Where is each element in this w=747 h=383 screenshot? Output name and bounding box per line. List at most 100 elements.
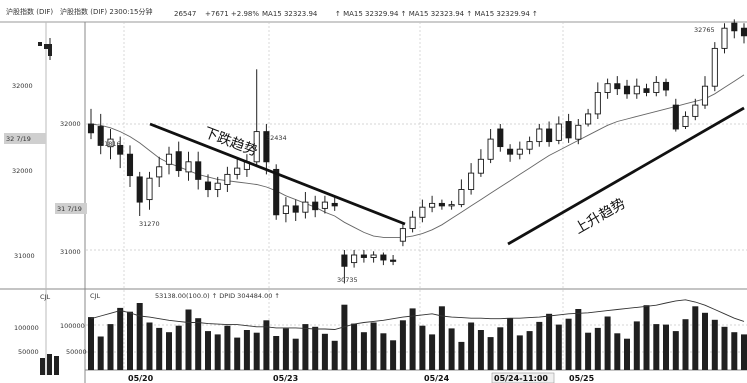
volume-bar: [556, 325, 562, 370]
volume-bar: [634, 321, 640, 370]
candle-down: [332, 203, 337, 206]
candle-down: [391, 260, 396, 261]
candle-up: [371, 255, 376, 258]
volume-bar: [371, 323, 377, 371]
candle-up: [430, 203, 435, 207]
candle-down: [644, 89, 649, 93]
volume-bar: [186, 310, 192, 371]
price-box-2-text: 31 7/19: [57, 205, 82, 213]
vol-tick-2: 50000: [18, 348, 39, 356]
candle-down: [274, 169, 279, 214]
candle-up: [488, 139, 493, 159]
candle-down: [615, 84, 620, 89]
volume-bar: [332, 341, 338, 370]
volume-bar: [88, 317, 94, 370]
price-annotation-31270: 31270: [139, 220, 160, 228]
candle-down: [205, 182, 210, 190]
candle-up: [147, 178, 152, 199]
candle-up: [722, 28, 727, 48]
volume-bar: [166, 332, 172, 370]
volume-bar: [546, 314, 552, 370]
date-label-4: 05/24-11:00: [494, 374, 548, 383]
cjl-label: CJL: [90, 292, 100, 300]
candle-up: [410, 217, 415, 228]
volume-bar: [293, 339, 299, 370]
price-annotation-32765: 32765: [694, 26, 715, 34]
candle-down: [663, 82, 668, 90]
volume-info: 53138.00(100.0) ↑ DPID 304484.00 ↑: [155, 292, 280, 300]
candle-up: [459, 190, 464, 205]
volume-bar: [234, 338, 240, 370]
candle-down: [342, 255, 347, 266]
candle-up: [166, 154, 171, 164]
candle-up: [352, 255, 357, 263]
volume-bar: [605, 317, 611, 371]
candle-up: [215, 183, 220, 189]
candle-up: [225, 174, 230, 184]
candle-down: [313, 202, 318, 210]
candle-up: [702, 86, 707, 105]
date-label-5: 05/25: [569, 374, 595, 383]
volume-bar: [507, 318, 513, 370]
candle-up: [478, 159, 483, 173]
candle-up: [595, 93, 600, 114]
volume-bar: [312, 327, 318, 370]
candle-up: [654, 82, 659, 92]
volume-bar: [224, 326, 230, 370]
header-ma-extra: ↑ MA15 32329.94 ↑ MA15 32323.94 ↑ MA15 3…: [335, 10, 538, 18]
mini-vol-bar: [47, 354, 52, 375]
volume-bar: [702, 313, 708, 370]
volume-bar: [400, 320, 406, 370]
candle-down: [508, 149, 513, 154]
candle-up: [537, 129, 542, 142]
candle-up: [235, 168, 240, 174]
vol-tick-inner-1: 100000: [60, 322, 85, 330]
volume-bar: [127, 312, 133, 370]
candle-up: [586, 114, 591, 124]
volume-bar: [156, 328, 162, 370]
volume-bar: [497, 327, 503, 370]
candle-down: [566, 122, 571, 138]
candle-up: [712, 48, 717, 86]
volume-bar: [614, 333, 620, 370]
volume-bar: [566, 319, 572, 370]
volume-bar: [683, 319, 689, 370]
candle-up: [605, 84, 610, 93]
candle-up: [576, 125, 581, 139]
candle-down: [176, 152, 181, 171]
candle-up: [469, 173, 474, 189]
volume-bar: [673, 331, 679, 370]
mini-vol-bar: [40, 358, 45, 375]
mini-candle: [38, 42, 42, 46]
volume-bar: [488, 337, 494, 370]
candle-up: [186, 162, 191, 172]
price-tick-5: 31000: [60, 248, 81, 256]
volume-bar: [137, 303, 143, 370]
volume-bar: [351, 324, 357, 370]
volume-bar: [205, 331, 211, 370]
volume-bar: [98, 337, 104, 371]
volume-bar: [731, 332, 737, 370]
volume-bar: [575, 309, 581, 370]
candle-up: [683, 116, 688, 126]
candle-up: [693, 105, 698, 116]
mini-candle: [44, 44, 48, 49]
volume-bar: [663, 325, 669, 370]
candle-down: [439, 203, 444, 206]
volume-bar: [390, 340, 396, 370]
volume-bar: [361, 332, 367, 370]
price-annotation-32434: 32434: [266, 134, 287, 142]
volume-bar: [595, 328, 601, 370]
header-title-left: 沪股指数 (DIF): [6, 7, 53, 16]
candle-down: [673, 105, 678, 129]
candle-down: [196, 162, 201, 180]
volume-bar: [585, 333, 591, 370]
header-title-right: 沪股指数 (DIF) 2300:15分钟: [60, 7, 152, 16]
volume-bar: [215, 334, 221, 370]
mini-candle: [48, 44, 52, 56]
candle-up: [157, 167, 162, 177]
volume-bar: [429, 334, 435, 370]
volume-bar: [653, 324, 659, 370]
mini-vol-bar: [54, 356, 59, 375]
